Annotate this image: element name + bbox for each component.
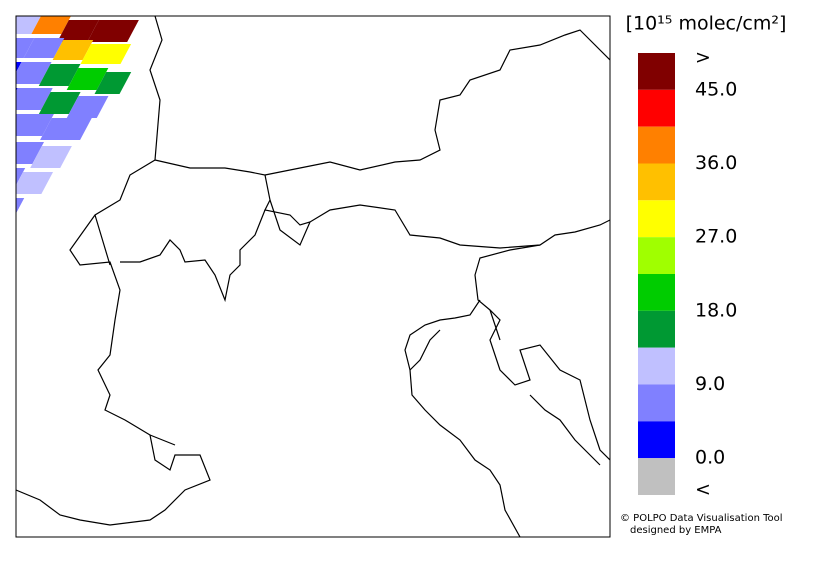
- legend-label: >: [695, 47, 711, 69]
- credit: designed by EMPA: [630, 525, 722, 536]
- country-border: [94, 199, 311, 303]
- color-swatch: [638, 163, 675, 201]
- color-swatch: [638, 310, 675, 348]
- color-swatch: [638, 53, 675, 90]
- color-swatch: [638, 89, 675, 127]
- color-swatch: [638, 237, 675, 274]
- coastline: [149, 329, 601, 466]
- legend-label: 0.0: [695, 447, 725, 469]
- legend-title: [10¹⁵ molec/cm²]: [626, 13, 787, 35]
- legend-label: <: [695, 479, 711, 501]
- legend-label: 36.0: [695, 152, 737, 174]
- legend-label: 45.0: [695, 78, 737, 100]
- country-border: [154, 159, 610, 249]
- color-swatch: [638, 421, 675, 459]
- map-frame: [15, 15, 611, 538]
- color-swatch: [638, 200, 675, 238]
- legend-label: 18.0: [695, 299, 737, 321]
- country-border: [264, 29, 610, 176]
- country-border: [16, 16, 211, 526]
- color-swatch: [638, 126, 675, 164]
- credit: © POLPO Data Visualisation Tool: [620, 513, 783, 524]
- legend-label: 9.0: [695, 373, 725, 395]
- color-swatch: [638, 347, 675, 385]
- color-swatch: [638, 458, 675, 495]
- country-border: [474, 244, 610, 461]
- map: [16, 16, 610, 537]
- coastline: [404, 299, 521, 537]
- color-swatch: [638, 274, 675, 311]
- satellite-swath: [16, 16, 139, 220]
- color-swatch: [638, 384, 675, 422]
- legend-label: 27.0: [695, 226, 737, 248]
- legend: >45.0 36.0 27.0 18.0 9.0 0.0 <: [638, 47, 737, 501]
